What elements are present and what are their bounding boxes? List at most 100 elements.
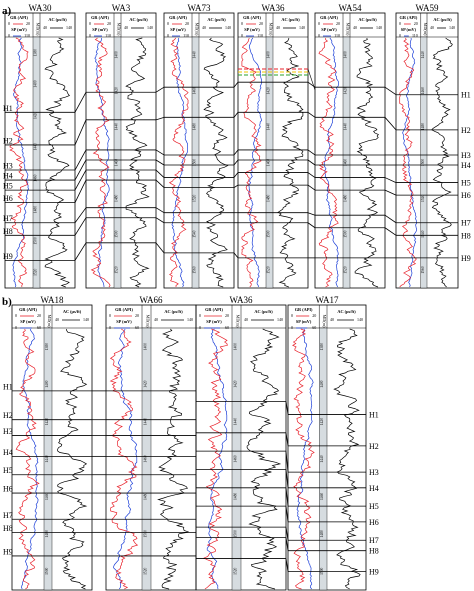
depth-tick-label: 1540	[421, 230, 425, 237]
correlation-line	[155, 207, 165, 214]
well-column: WA54MD(m)1400142014401460148015001520GR …	[314, 3, 386, 289]
gr-header: GR (API)	[205, 307, 223, 312]
correlation-line	[307, 172, 316, 178]
ac-curve	[431, 37, 453, 288]
ac-curve	[246, 328, 282, 590]
correlation-line	[74, 159, 87, 181]
sp-header: SP (mV)	[11, 27, 27, 32]
depth-tick-label: 1480	[320, 530, 324, 537]
panel-a: a) WA30MD(m)1380140014201440146014801500…	[2, 3, 471, 289]
depth-tick-label: 1440	[45, 455, 49, 462]
correlation-line	[285, 401, 289, 415]
correlation-line	[74, 119, 87, 146]
well-name: WA54	[339, 3, 362, 13]
ac-max: 140	[449, 25, 455, 30]
gr-curve	[241, 37, 262, 288]
correlation-line	[74, 207, 87, 223]
sp-max: 110	[257, 33, 263, 38]
ac-min: 40	[353, 25, 357, 30]
well-column: WA17MD(m)1380140014201440146014801500GR …	[287, 295, 367, 591]
gr-max: 20	[312, 313, 316, 318]
ac-header: AC (μs/ft)	[281, 17, 300, 22]
well-column: WA18MD(m)1380140014201440146014801500GR …	[11, 295, 93, 591]
sp-curve	[248, 37, 262, 288]
horizon-label-left: H2	[3, 136, 13, 145]
ac-max: 140	[187, 317, 193, 322]
horizon-label-left: H4	[3, 448, 13, 457]
depth-track	[191, 36, 200, 289]
ac-header: AC (μs/ft)	[63, 309, 82, 314]
ac-max: 140	[225, 25, 231, 30]
depth-tick-label: 1420	[320, 418, 324, 425]
ac-header: AC (μs/ft)	[207, 17, 226, 22]
depth-tick-label: 1560	[421, 266, 425, 273]
depth-tick-label: 1460	[193, 87, 197, 94]
depth-track	[265, 36, 274, 289]
correlation-line	[285, 558, 289, 572]
ac-max: 140	[357, 317, 363, 322]
gr-header: GR (API)	[400, 15, 418, 20]
correlation-line	[233, 112, 239, 118]
sp-min: 0	[109, 325, 111, 330]
depth-tick-label: 1380	[45, 343, 49, 350]
depth-tick-label: 1440	[320, 455, 324, 462]
sp-min: 0	[241, 33, 243, 38]
depth-tick-label: 1560	[193, 266, 197, 273]
horizon-label-left: H8	[3, 227, 13, 236]
correlation-line	[155, 169, 165, 178]
correlation-line	[155, 242, 165, 254]
sp-min: 0	[399, 33, 401, 38]
depth-tick-label: 1420	[144, 380, 148, 387]
sp-max: 110	[105, 33, 111, 38]
depth-tick-label: 1480	[34, 206, 38, 213]
gr-curve	[292, 328, 315, 590]
depth-tick-label: 1480	[344, 195, 348, 202]
depth-tick-label: 1480	[234, 493, 238, 500]
ac-min: 40	[55, 317, 59, 322]
sp-header: SP (mV)	[116, 319, 132, 324]
gr-max: 20	[336, 21, 340, 26]
depth-tick-label: 1500	[421, 159, 425, 166]
gr-min: 0	[241, 21, 243, 26]
depth-tick-label: 1420	[267, 87, 271, 94]
correlation-line	[285, 537, 289, 551]
well-column: WA36MD(m)1400142014401460148015001520GR …	[195, 295, 287, 591]
sp-curve	[113, 328, 138, 590]
depth-tick-label: 1400	[115, 51, 119, 58]
ac-max: 140	[277, 317, 283, 322]
horizon-label-right: H2	[369, 442, 379, 451]
gr-min: 0	[167, 21, 169, 26]
gr-min: 0	[199, 313, 201, 318]
correlation-line	[285, 487, 289, 507]
horizon-label-left: H7	[3, 214, 13, 223]
sp-curve	[12, 37, 30, 288]
sp-max: 110	[183, 33, 189, 38]
horizon-label-right: H8	[369, 547, 379, 556]
depth-tick-label: 1460	[115, 159, 119, 166]
well-column: WA66MD(m)1400142014401460148015001520GR …	[105, 295, 197, 591]
horizon-label-left: H3	[3, 427, 13, 436]
correlation-line	[233, 159, 239, 166]
panel-label-a: a)	[2, 5, 12, 17]
depth-tick-label: 1520	[34, 269, 38, 276]
horizon-label-left: H4	[3, 172, 13, 181]
depth-tick-label: 1480	[144, 493, 148, 500]
well-name: WA17	[316, 295, 339, 305]
depth-tick-label: 1480	[267, 195, 271, 202]
horizon-label-right: H1	[461, 91, 471, 100]
well-name: WA36	[230, 295, 253, 305]
correlation-line	[384, 227, 397, 236]
depth-tick-label: 1440	[34, 143, 38, 150]
gr-max: 20	[135, 313, 139, 318]
gr-curve	[15, 328, 40, 590]
horizon-label-left: H7	[3, 511, 13, 520]
horizon-label-left: H9	[3, 547, 13, 556]
gr-min: 0	[291, 313, 293, 318]
depth-track	[342, 36, 351, 289]
depth-tick-label: 1500	[320, 567, 324, 574]
horizon-label-right: H1	[369, 410, 379, 419]
gr-min: 0	[15, 313, 17, 318]
gr-curve	[168, 37, 189, 287]
gr-curve	[318, 37, 339, 288]
